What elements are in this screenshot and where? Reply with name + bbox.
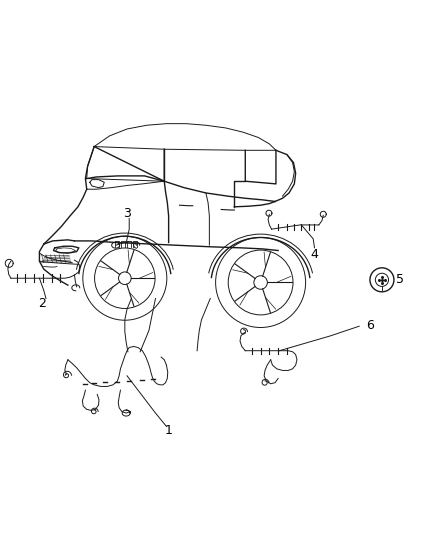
Text: 1: 1	[165, 424, 173, 437]
Text: 3: 3	[124, 207, 131, 220]
Text: 4: 4	[311, 248, 318, 261]
Text: 5: 5	[396, 273, 404, 286]
Text: 6: 6	[366, 319, 374, 332]
Text: 2: 2	[38, 297, 46, 310]
